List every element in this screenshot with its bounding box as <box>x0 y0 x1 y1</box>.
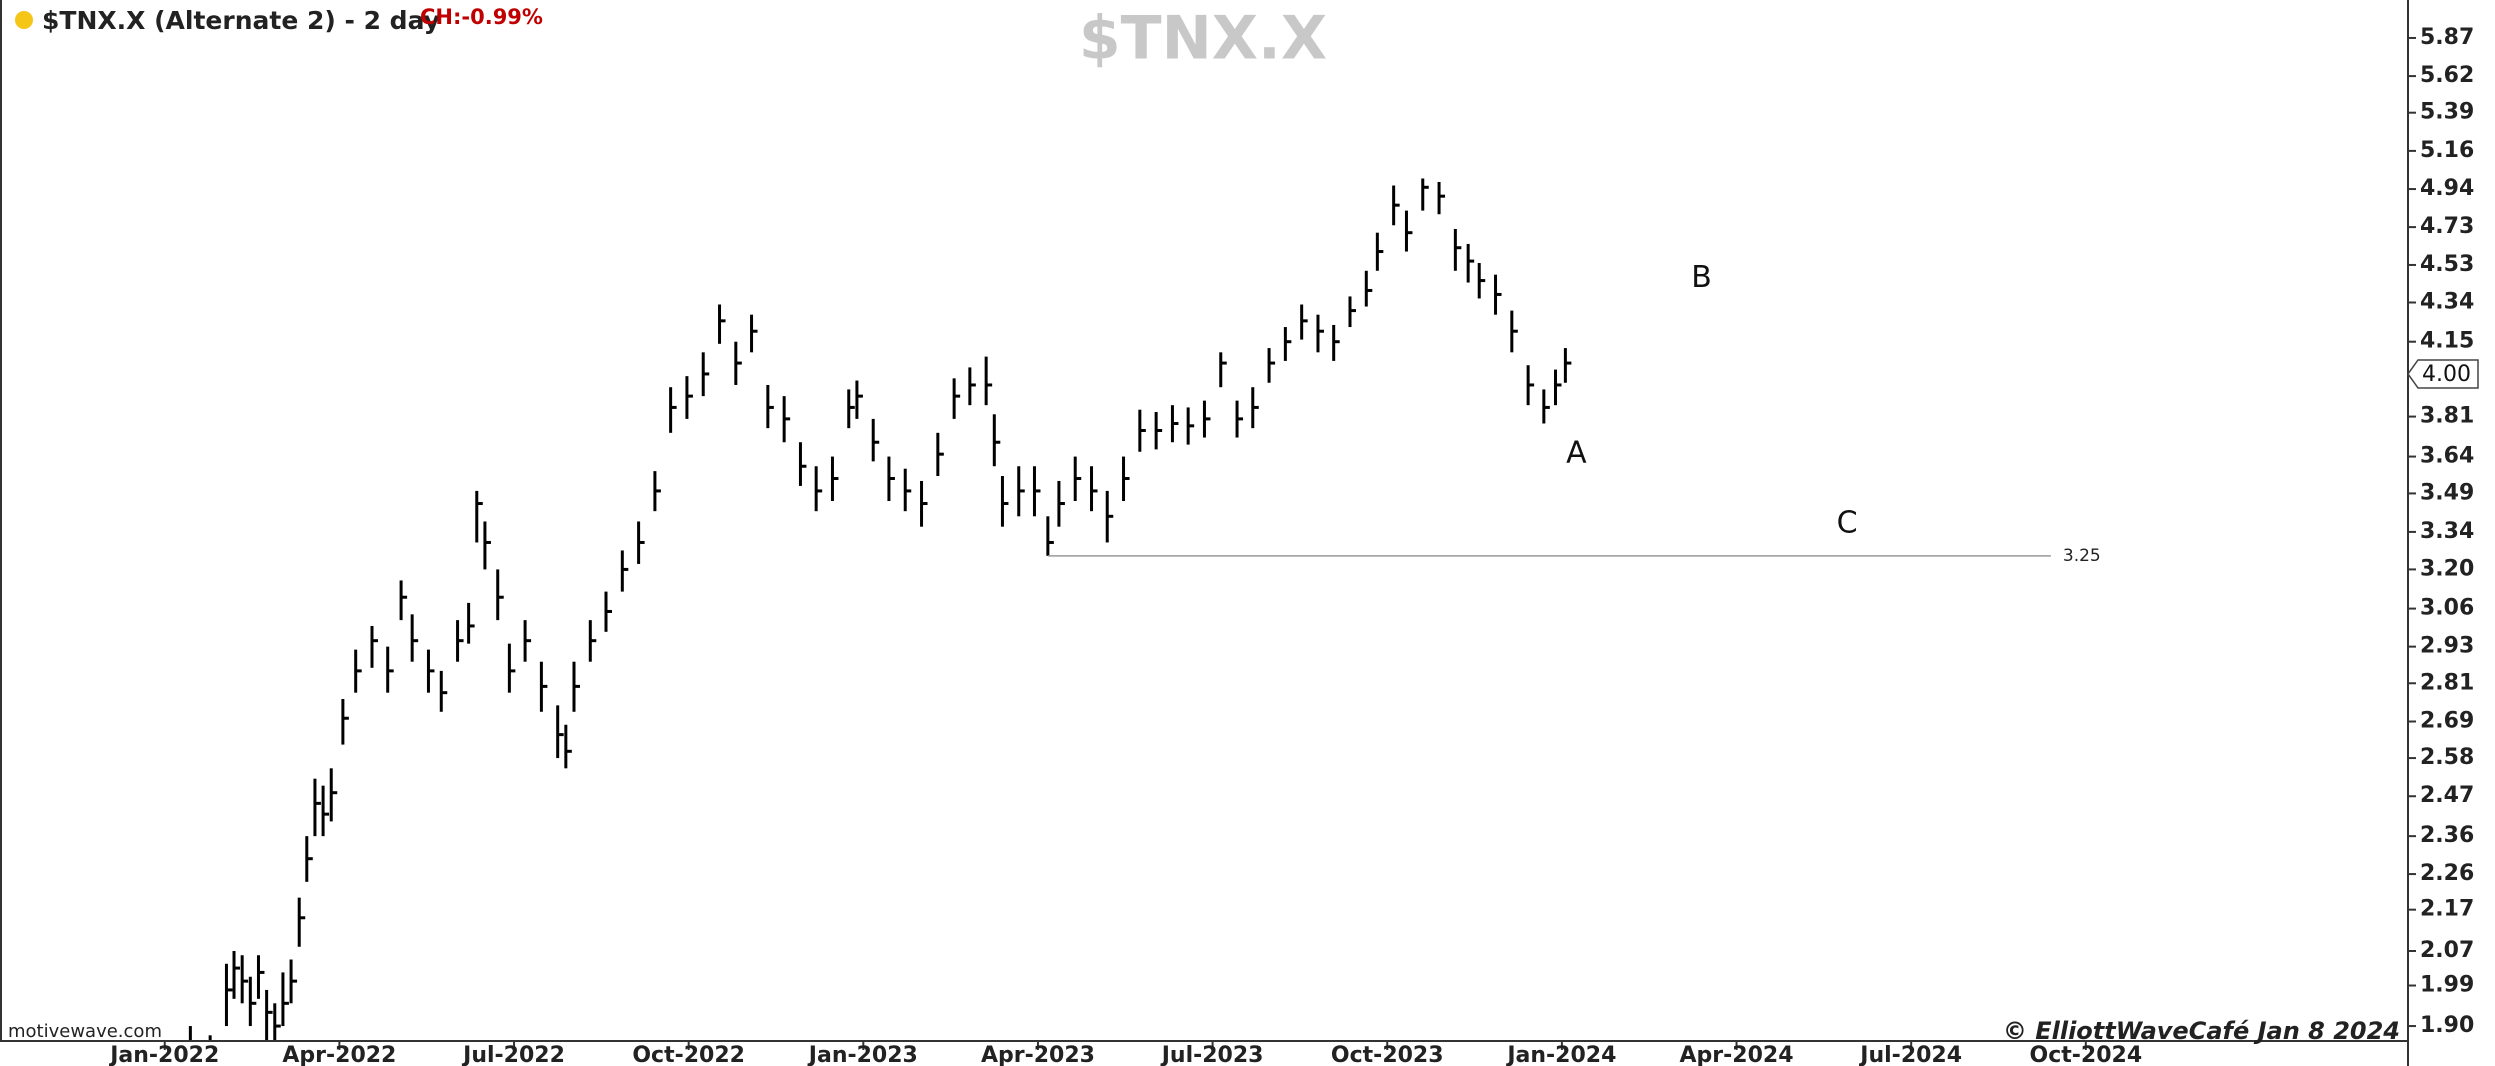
x-tick-label: Oct-2022 <box>632 1043 745 1066</box>
y-tick-label: 2.69 <box>2420 708 2474 733</box>
change: CH:-0.99% <box>420 5 543 29</box>
watermark: motivewave.com <box>8 1021 162 1042</box>
x-tick-label: Oct-2024 <box>2030 1043 2143 1066</box>
y-tick-label: 4.73 <box>2420 214 2474 239</box>
y-tick-label: 2.07 <box>2420 938 2474 963</box>
status-dot <box>15 11 33 29</box>
y-tick-label: 1.99 <box>2420 973 2474 998</box>
copyright: © ElliottWaveCafé Jan 8 2024 <box>2003 1017 2400 1045</box>
wave-label: A <box>1566 436 1587 471</box>
y-tick-label: 2.17 <box>2420 897 2474 922</box>
x-tick-label: Jan-2023 <box>807 1043 918 1066</box>
y-tick-label: 2.58 <box>2420 745 2474 770</box>
plot-area <box>188 178 1572 1040</box>
header: $TNX.X (Alternate 2) - 2 day <box>42 6 440 35</box>
y-tick-label: 4.34 <box>2420 289 2474 314</box>
level-label: 3.25 <box>2063 546 2101 566</box>
x-tick-label: Jul-2024 <box>1858 1043 1962 1066</box>
y-tick-label: 3.64 <box>2420 444 2474 469</box>
y-tick-label: 4.94 <box>2420 176 2474 201</box>
y-tick-label: 3.06 <box>2420 596 2474 621</box>
y-tick-label: 2.47 <box>2420 783 2474 808</box>
x-tick-label: Apr-2024 <box>1680 1043 1794 1066</box>
y-tick-label: 2.26 <box>2420 861 2474 886</box>
y-tick-label: 3.81 <box>2420 404 2474 429</box>
y-tick-label: 3.34 <box>2420 519 2474 544</box>
y-tick-label: 3.20 <box>2420 556 2474 581</box>
wave-label: C <box>1837 506 1858 541</box>
last-price-marker <box>2407 359 2479 389</box>
x-tick-label: Jul-2022 <box>461 1043 565 1066</box>
x-tick-label: Jan-2022 <box>108 1043 219 1066</box>
y-tick-label: 2.81 <box>2420 670 2474 695</box>
y-tick-label: 4.53 <box>2420 252 2474 277</box>
x-tick-label: Jan-2024 <box>1505 1043 1616 1066</box>
y-tick-label: 2.36 <box>2420 823 2474 848</box>
chart-title: $TNX.X <box>1079 4 1327 74</box>
y-tick-label: 5.87 <box>2420 25 2474 50</box>
x-tick-label: Oct-2023 <box>1331 1043 1444 1066</box>
y-tick-label: 5.39 <box>2420 100 2474 125</box>
y-tick-label: 1.90 <box>2420 1013 2474 1038</box>
last-price-label: 4.00 <box>2422 362 2471 387</box>
y-tick-label: 2.93 <box>2420 634 2474 659</box>
y-tick-label: 5.16 <box>2420 138 2474 163</box>
x-tick-label: Jul-2023 <box>1160 1043 1264 1066</box>
y-tick-label: 4.15 <box>2420 329 2474 354</box>
wave-label: B <box>1691 260 1712 295</box>
x-tick-label: Apr-2023 <box>981 1043 1095 1066</box>
y-tick-label: 5.62 <box>2420 63 2474 88</box>
y-tick-label: 3.49 <box>2420 480 2474 505</box>
x-tick-label: Apr-2022 <box>282 1043 396 1066</box>
